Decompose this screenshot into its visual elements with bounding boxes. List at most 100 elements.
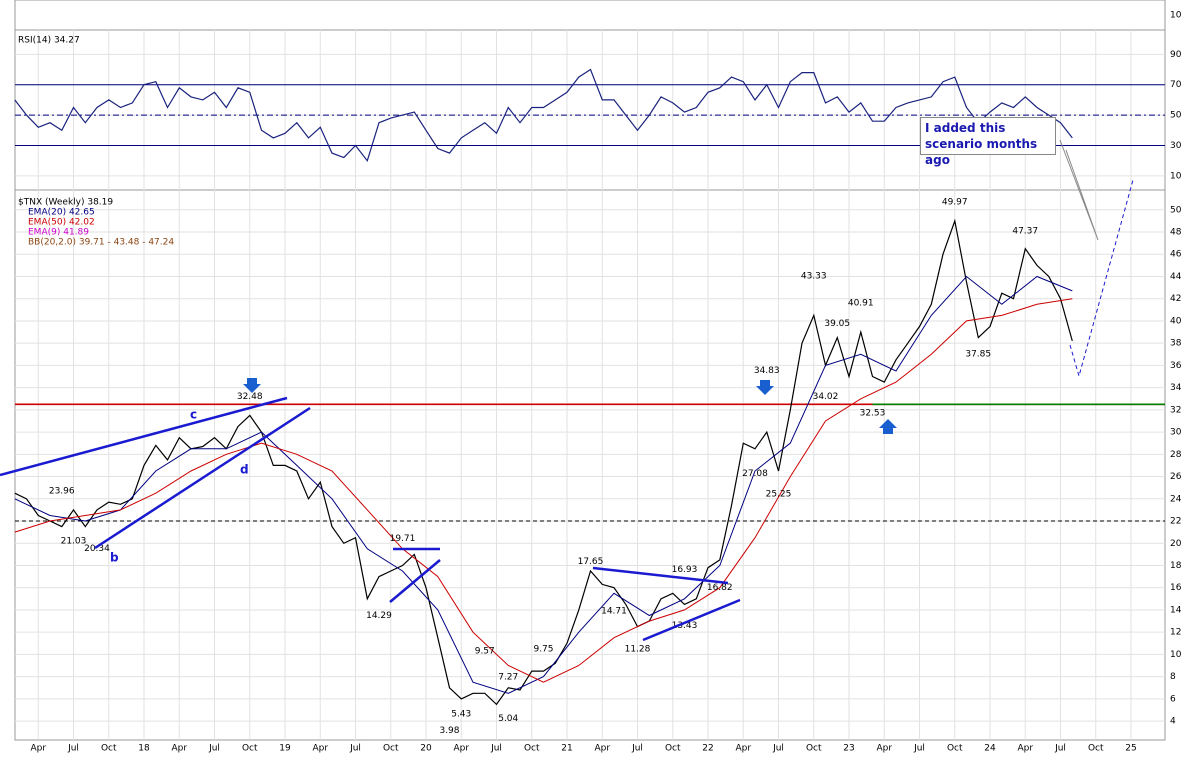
price-annotation: 27.08 <box>742 469 768 479</box>
x-tick-label: Oct <box>947 744 963 754</box>
price-annotation: 34.83 <box>754 366 780 376</box>
x-tick-label: 21 <box>561 744 572 754</box>
price-annotation: 11.28 <box>625 645 651 655</box>
legend-entry: EMA(9) 41.89 <box>28 228 89 238</box>
y-tick-label: 32 <box>1170 405 1181 415</box>
price-annotation: 14.71 <box>601 607 627 617</box>
x-tick-label: 20 <box>420 744 432 754</box>
x-tick-label: Apr <box>171 744 187 754</box>
trend-line <box>0 396 288 477</box>
x-tick-label: Apr <box>312 744 328 754</box>
x-tick-label: Oct <box>524 744 540 754</box>
x-tick-label: 25 <box>1125 744 1136 754</box>
price-annotation: 3.98 <box>439 726 459 736</box>
trend-line <box>94 406 311 550</box>
x-tick-label: Apr <box>735 744 751 754</box>
y-tick-label: 26 <box>1170 472 1182 482</box>
y-tick-label: 50 <box>1170 111 1182 121</box>
x-tick-label: 18 <box>138 744 150 754</box>
x-tick-label: 23 <box>843 744 854 754</box>
price-annotation: 5.43 <box>451 710 471 720</box>
x-tick-label: 22 <box>702 744 713 754</box>
y-tick-label: 6 <box>1170 694 1176 704</box>
scenario-line <box>1069 179 1134 378</box>
price-line <box>14 275 1073 694</box>
x-tick-label: Jul <box>67 744 79 754</box>
price-annotation: 16.82 <box>707 583 733 593</box>
price-annotation: 9.75 <box>533 645 553 655</box>
x-tick-label: Oct <box>806 744 822 754</box>
price-annotation: 37.85 <box>965 349 991 359</box>
price-annotation: 47.37 <box>1012 227 1038 237</box>
price-annotation: 25.25 <box>766 489 792 499</box>
trend-lines <box>0 396 741 642</box>
x-tick-label: Apr <box>453 744 469 754</box>
y-tick-label: 30 <box>1170 141 1182 151</box>
price-annotation: 9.57 <box>475 647 495 657</box>
price-annotation: 5.04 <box>498 714 518 724</box>
x-tick-label: Apr <box>594 744 610 754</box>
wave-letter: b <box>110 551 119 565</box>
y-tick-label: 10 <box>1170 171 1182 181</box>
layers: Apr Jul Oct 18 Apr Jul Oct 19 Apr Jul Oct 20 Apr Jul O… <box>14 11 1182 754</box>
price-annotation: 39.05 <box>824 319 850 329</box>
price-annotation: 17.65 <box>578 557 604 567</box>
x-tick-label: Oct <box>242 744 258 754</box>
price-annotation: 16.93 <box>672 565 698 575</box>
y-tick-label: 22 <box>1170 517 1181 527</box>
price-annotation: 21.03 <box>61 536 87 546</box>
y-tick-label: 46 <box>1170 250 1182 260</box>
y-tick-label: 38 <box>1170 339 1182 349</box>
y-tick-label: 20 <box>1170 539 1182 549</box>
y-tick-label: 10 <box>1170 11 1182 21</box>
x-tick-label: Oct <box>1088 744 1104 754</box>
y-tick-label: 10 <box>1170 650 1182 660</box>
y-tick-label: 90 <box>1170 50 1182 60</box>
price-annotation: 14.29 <box>366 611 392 621</box>
y-tick-label: 16 <box>1170 583 1182 593</box>
arrow-down <box>243 378 261 393</box>
trend-line <box>389 559 441 603</box>
x-tick-label: Apr <box>876 744 892 754</box>
price-annotation: 19.71 <box>390 534 416 544</box>
y-tick-label: 30 <box>1170 428 1182 438</box>
x-tick-label: Apr <box>30 744 46 754</box>
price-annotation: 23.96 <box>49 487 75 497</box>
x-tick-label: Jul <box>631 744 643 754</box>
x-tick-label: Jul <box>1054 744 1066 754</box>
y-tick-label: 44 <box>1170 272 1182 282</box>
x-tick-label: 24 <box>984 744 996 754</box>
y-tick-label: 4 <box>1170 717 1176 727</box>
price-line <box>14 298 1073 683</box>
arrow-up <box>879 419 897 434</box>
x-tick-label: Oct <box>383 744 399 754</box>
legend-entry: EMA(50) 42.02 <box>28 218 95 228</box>
x-tick-label: Jul <box>208 744 220 754</box>
plot-frame <box>14 0 1166 741</box>
price-annotation: 34.02 <box>813 392 839 402</box>
legend-entry: EMA(20) 42.65 <box>28 208 95 218</box>
x-tick-label: Jul <box>772 744 784 754</box>
y-tick-label: 34 <box>1170 383 1182 393</box>
wave-letter: d <box>240 463 249 477</box>
callout: I added this scenario months ago <box>920 117 1056 167</box>
price-annotation: 7.27 <box>498 672 518 682</box>
arrow-down <box>756 380 774 395</box>
x-tick-label: Oct <box>101 744 117 754</box>
price-annotation: 40.91 <box>848 298 874 308</box>
y-tick-label: 48 <box>1170 228 1182 238</box>
y-tick-label: 42 <box>1170 294 1181 304</box>
price-annotation: 32.53 <box>860 408 886 418</box>
y-tick-label: 40 <box>1170 316 1182 326</box>
y-tick-label: 14 <box>1170 605 1182 615</box>
wave-letter: c <box>190 408 197 422</box>
y-tick-label: 8 <box>1170 672 1176 682</box>
y-tick-label: 12 <box>1170 628 1181 638</box>
price-annotation: 20.34 <box>84 544 110 554</box>
rsi-line <box>14 68 1073 162</box>
price-title: $TNX (Weekly) 38.19 <box>18 198 113 208</box>
x-tick-label: Oct <box>665 744 681 754</box>
x-tick-label: Jul <box>349 744 361 754</box>
